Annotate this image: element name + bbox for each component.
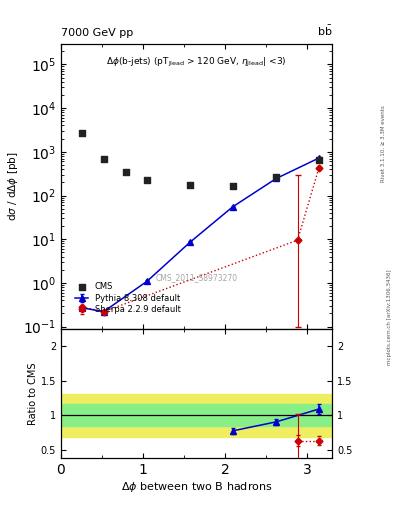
- CMS: [123, 167, 129, 176]
- Y-axis label: Ratio to CMS: Ratio to CMS: [28, 362, 38, 424]
- Text: 7000 GeV pp: 7000 GeV pp: [61, 28, 133, 38]
- Legend: CMS, Pythia 8.308 default, Sherpa 2.2.9 default: CMS, Pythia 8.308 default, Sherpa 2.2.9 …: [73, 281, 182, 316]
- Text: $\Delta\phi$(b-jets) (pT$_{\rm Jlead}$ > 120 GeV, $\eta_{\rm Jlead}$| <3): $\Delta\phi$(b-jets) (pT$_{\rm Jlead}$ >…: [106, 56, 287, 70]
- Text: CMS_2011_S8973270: CMS_2011_S8973270: [156, 273, 237, 282]
- CMS: [230, 182, 236, 190]
- Y-axis label: d$\sigma$ / d$\Delta\phi$ [pb]: d$\sigma$ / d$\Delta\phi$ [pb]: [6, 152, 20, 221]
- X-axis label: $\Delta\phi$ between two B hadrons: $\Delta\phi$ between two B hadrons: [121, 480, 272, 494]
- CMS: [101, 155, 107, 163]
- CMS: [316, 156, 322, 164]
- Text: b$\bar{\rm b}$: b$\bar{\rm b}$: [317, 24, 332, 38]
- CMS: [79, 129, 85, 137]
- CMS: [273, 173, 279, 181]
- CMS: [144, 176, 151, 184]
- Text: mcplots.cern.ch [arXiv:1306.3436]: mcplots.cern.ch [arXiv:1306.3436]: [387, 270, 391, 365]
- Text: Rivet 3.1.10, ≥ 3.3M events: Rivet 3.1.10, ≥ 3.3M events: [381, 105, 386, 182]
- CMS: [187, 181, 193, 189]
